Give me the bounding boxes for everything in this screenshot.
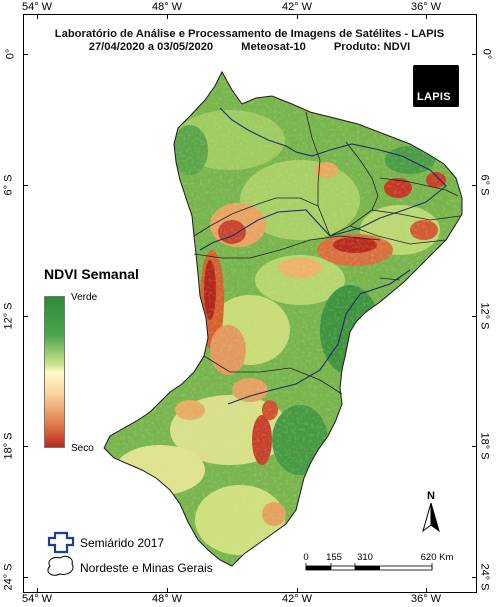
state-border <box>305 111 379 237</box>
longitude-label: 36° W <box>410 1 442 13</box>
tick-mark <box>37 588 38 593</box>
semiarido-boundary <box>199 107 447 405</box>
title-line-2: 27/04/2020 a 03/05/2020 Meteosat-10 Produt… <box>0 41 499 54</box>
nordeste-symbol-icon <box>47 555 74 576</box>
longitude-label: 42° W <box>281 1 313 13</box>
tick-mark <box>297 588 298 593</box>
longitude-label: 48° W <box>151 593 183 605</box>
colorbar-top-label: Verde <box>71 292 98 303</box>
scale-bar-segment <box>355 566 380 570</box>
tick-mark <box>23 446 28 447</box>
tick-mark <box>472 316 477 317</box>
north-arrow-icon <box>422 502 440 533</box>
colorbar-bottom-label: Seco <box>71 443 94 454</box>
scale-bar-segment <box>306 566 331 570</box>
tick-mark <box>23 185 28 186</box>
product-name: Produto: NDVI <box>333 41 411 53</box>
state-border <box>203 355 343 395</box>
longitude-label: 42° W <box>281 593 313 605</box>
scale-label: 310 <box>357 552 373 563</box>
tick-mark <box>23 316 28 317</box>
title-line-1: Laboratório de Análise e Processamento d… <box>54 28 445 40</box>
scale-bar <box>305 563 433 571</box>
map-title: Laboratório de Análise e Processamento d… <box>0 28 499 54</box>
lapis-logo <box>413 65 459 107</box>
tick-mark <box>426 14 427 19</box>
state-border <box>379 177 459 197</box>
longitude-label: 48° W <box>151 1 183 13</box>
lapis-logo-text: LAPIS <box>417 91 451 103</box>
semiarido-label: Semiárido 2017 <box>80 536 165 550</box>
state-border <box>371 209 461 221</box>
state-border <box>193 235 381 259</box>
tick-mark <box>37 14 38 19</box>
longitude-label: 54° W <box>21 593 53 605</box>
tick-mark <box>426 588 427 593</box>
nordeste-label: Nordeste e Minas Gerais <box>80 561 213 575</box>
semiarido-symbol-icon <box>47 531 75 554</box>
scale-label: 0 <box>303 552 309 563</box>
tick-mark <box>472 185 477 186</box>
longitude-label: 36° W <box>410 593 442 605</box>
satellite-name: Meteosat-10 <box>241 41 306 53</box>
north-arrow-left-half <box>422 502 432 533</box>
scale-label: 620 Km <box>420 552 454 563</box>
ndvi-colorbar <box>44 296 65 448</box>
tick-mark <box>167 14 168 19</box>
north-arrow-right-half <box>430 502 440 533</box>
tick-mark <box>472 446 477 447</box>
state-borders <box>193 111 461 395</box>
state-border <box>193 197 319 237</box>
tick-mark <box>297 14 298 19</box>
tick-mark <box>472 54 477 55</box>
tick-mark <box>167 588 168 593</box>
tick-mark <box>23 577 28 578</box>
north-label: N <box>427 490 435 502</box>
legend-title: NDVI Semanal <box>44 266 139 282</box>
state-border <box>349 225 447 245</box>
tick-mark <box>23 54 28 55</box>
tick-mark <box>472 577 477 578</box>
scale-label: 155 <box>326 552 342 563</box>
longitude-label: 54° W <box>21 1 53 13</box>
date-range: 27/04/2020 a 03/05/2020 <box>88 41 214 53</box>
